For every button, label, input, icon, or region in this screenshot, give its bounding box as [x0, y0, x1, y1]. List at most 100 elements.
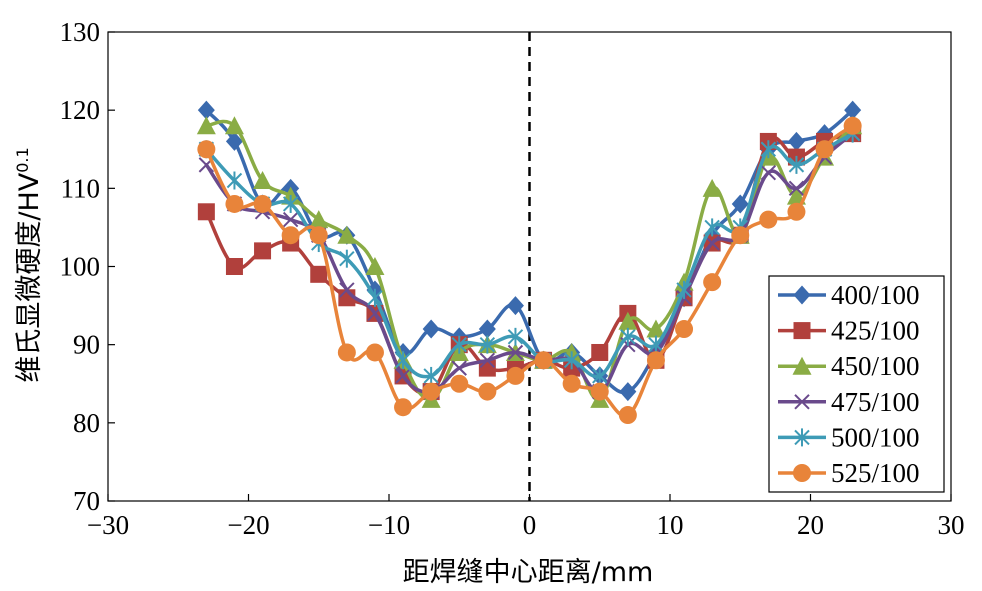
data-point-marker: [619, 382, 637, 402]
legend-item: 400/100: [778, 280, 920, 310]
data-point-marker: [225, 131, 243, 151]
data-point-marker: [703, 273, 722, 292]
data-point-marker: [646, 351, 665, 370]
data-point-marker: [451, 335, 467, 354]
data-point-marker: [704, 235, 720, 251]
data-point-marker-stroke: [451, 360, 467, 376]
data-point-marker: [365, 257, 385, 275]
x-tick-label: −10: [368, 510, 410, 540]
data-point-marker: [534, 351, 553, 370]
data-point-marker: [618, 311, 638, 330]
data-point-marker: [281, 226, 300, 245]
data-point-marker: [309, 210, 329, 229]
data-point-marker-stroke: [339, 282, 355, 298]
data-point-marker: [618, 406, 637, 425]
data-point-marker: [563, 351, 580, 370]
legend-label: 425/100: [831, 316, 920, 346]
data-point-marker: [562, 374, 581, 393]
legend-item: 525/100: [778, 458, 920, 488]
data-point-marker: [815, 140, 834, 159]
data-point-marker: [422, 319, 440, 339]
data-point-marker: [787, 131, 805, 151]
data-point-marker: [676, 280, 692, 299]
legend-label: 400/100: [831, 280, 920, 310]
data-point-marker: [253, 194, 272, 213]
data-point-marker: [423, 366, 439, 385]
data-point-marker: [704, 218, 720, 237]
data-point-marker: [395, 368, 411, 384]
data-point-marker: [731, 194, 749, 214]
data-point-marker: [253, 171, 273, 190]
legend-marker: [793, 464, 811, 482]
data-point-marker: [225, 258, 243, 275]
data-point-marker: [225, 194, 244, 213]
legend-marker-stroke: [794, 394, 810, 410]
x-tick-label: −30: [87, 510, 129, 540]
data-point-marker: [646, 319, 666, 338]
data-point-marker: [702, 178, 722, 197]
data-point-marker: [592, 366, 608, 385]
data-point-marker: [506, 366, 525, 385]
x-tick-label: 30: [938, 510, 965, 540]
data-point-marker: [337, 343, 356, 362]
legend-item: 425/100: [778, 316, 920, 346]
data-point-marker: [479, 335, 496, 354]
legend-label: 525/100: [831, 458, 920, 488]
y-axis-title: 维氏显微硬度/HV0.1: [13, 147, 45, 382]
x-tick-label: 20: [797, 510, 824, 540]
data-point-marker: [788, 180, 805, 197]
data-point-marker: [731, 226, 750, 245]
data-point-marker: [507, 327, 524, 346]
legend-label: 450/100: [831, 351, 920, 381]
legend-box: [768, 275, 945, 493]
data-point-marker: [648, 335, 664, 354]
data-point-marker: [451, 360, 467, 376]
data-point-marker: [282, 211, 299, 228]
data-point-marker: [507, 344, 524, 361]
y-tick-label: 80: [73, 408, 100, 438]
data-point-marker: [506, 296, 524, 316]
y-axis-title-main: 维氏显微硬度/HV: [14, 172, 45, 382]
data-point-marker: [282, 194, 299, 213]
data-point-marker-stroke: [479, 352, 496, 369]
legend-marker: [793, 322, 811, 340]
ticks-layer: −30 −20 −10 0 10 20 30 70 80 90 100 110 120 130: [60, 17, 965, 540]
data-point-marker: [479, 352, 496, 369]
series-4: [198, 124, 861, 385]
y-tick-label: 70: [73, 486, 100, 516]
legend-marker: [792, 356, 812, 375]
data-point-marker: [339, 282, 355, 298]
data-point-marker: [197, 203, 215, 221]
data-point-marker: [395, 351, 411, 370]
legend-marker: [794, 394, 810, 410]
data-point-marker: [478, 382, 497, 401]
data-point-marker: [310, 265, 328, 283]
data-point-marker: [844, 100, 862, 120]
legend-marker: [793, 285, 811, 305]
data-point-marker: [760, 140, 777, 159]
y-tick-label: 90: [73, 330, 100, 360]
data-point-marker: [365, 343, 384, 362]
data-point-marker-stroke: [395, 368, 411, 384]
data-point-marker: [226, 171, 243, 190]
legend: 400/100 425/100 450/100 475/100 500/100 525/1…: [768, 275, 945, 493]
x-tick-label: 0: [523, 510, 537, 540]
legend-label: 475/100: [831, 387, 920, 417]
data-point-marker: [591, 343, 609, 361]
data-point-marker-stroke: [788, 180, 805, 197]
data-point-marker: [367, 288, 383, 307]
y-axis-title-superscript: 0.1: [13, 147, 32, 172]
data-point-marker: [254, 242, 272, 260]
data-point-marker-stroke: [507, 344, 524, 361]
series-layer: [196, 100, 863, 425]
x-tick-label: −20: [227, 510, 269, 540]
data-point-marker: [759, 210, 778, 229]
data-point-marker-stroke: [282, 211, 299, 228]
data-point-marker: [224, 116, 244, 135]
data-point-marker: [788, 155, 805, 174]
series-5: [197, 116, 862, 425]
y-tick-label: 120: [60, 95, 101, 125]
data-point-marker: [422, 382, 441, 401]
data-point-marker: [197, 140, 216, 159]
